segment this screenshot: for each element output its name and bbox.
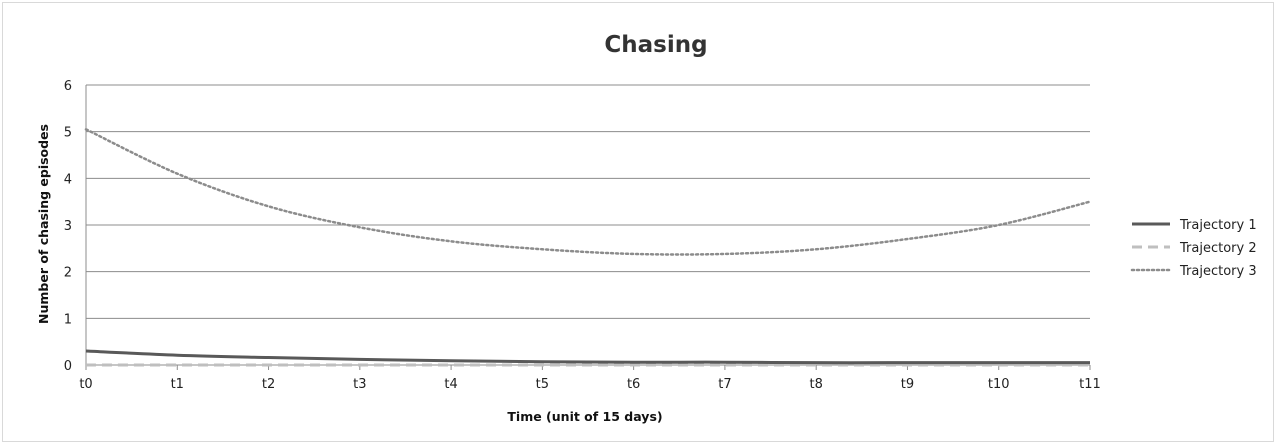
legend: Trajectory 1 Trajectory 2 Trajectory 3: [1130, 218, 1257, 279]
x-tick-label: t3: [353, 377, 366, 392]
x-tick-label: t11: [1079, 377, 1101, 392]
legend-label: Trajectory 1: [1179, 218, 1257, 233]
y-tick-label: 1: [64, 312, 72, 327]
y-tick-label: 3: [64, 219, 72, 234]
tick-labels: 0 1 2 3 4 5 6 t0 t1 t2 t3 t4 t5 t6 t7 t8 t9 t10 t11: [64, 79, 1101, 392]
y-axis-title: Number of chasing episodes: [36, 124, 51, 324]
x-tick-label: t10: [988, 377, 1010, 392]
y-tick-label: 0: [64, 359, 72, 374]
x-tick-label: t7: [718, 377, 731, 392]
x-tick-label: t8: [809, 377, 822, 392]
x-tick-label: t9: [901, 377, 914, 392]
x-tick-label: t2: [262, 377, 275, 392]
y-tick-label: 2: [64, 266, 72, 281]
axes: [85, 85, 1091, 370]
series-lines: [84, 128, 1092, 367]
series-line-trajectory-1: [85, 349, 1090, 365]
gridlines: [86, 84, 1090, 319]
x-tick-label: t0: [79, 377, 92, 392]
chart-title: Chasing: [604, 32, 707, 58]
y-tick-label: 5: [64, 126, 72, 141]
y-tick-label: 4: [64, 172, 72, 187]
y-tick-label: 6: [64, 79, 72, 94]
x-axis-title: Time (unit of 15 days): [507, 409, 662, 424]
x-tick-label: t4: [444, 377, 457, 392]
legend-label: Trajectory 2: [1179, 241, 1257, 256]
x-tick-label: t1: [171, 377, 184, 392]
legend-label: Trajectory 3: [1179, 264, 1257, 279]
x-tick-label: t6: [627, 377, 640, 392]
x-tick-label: t5: [536, 377, 549, 392]
series-line-trajectory-3: [84, 128, 1092, 256]
